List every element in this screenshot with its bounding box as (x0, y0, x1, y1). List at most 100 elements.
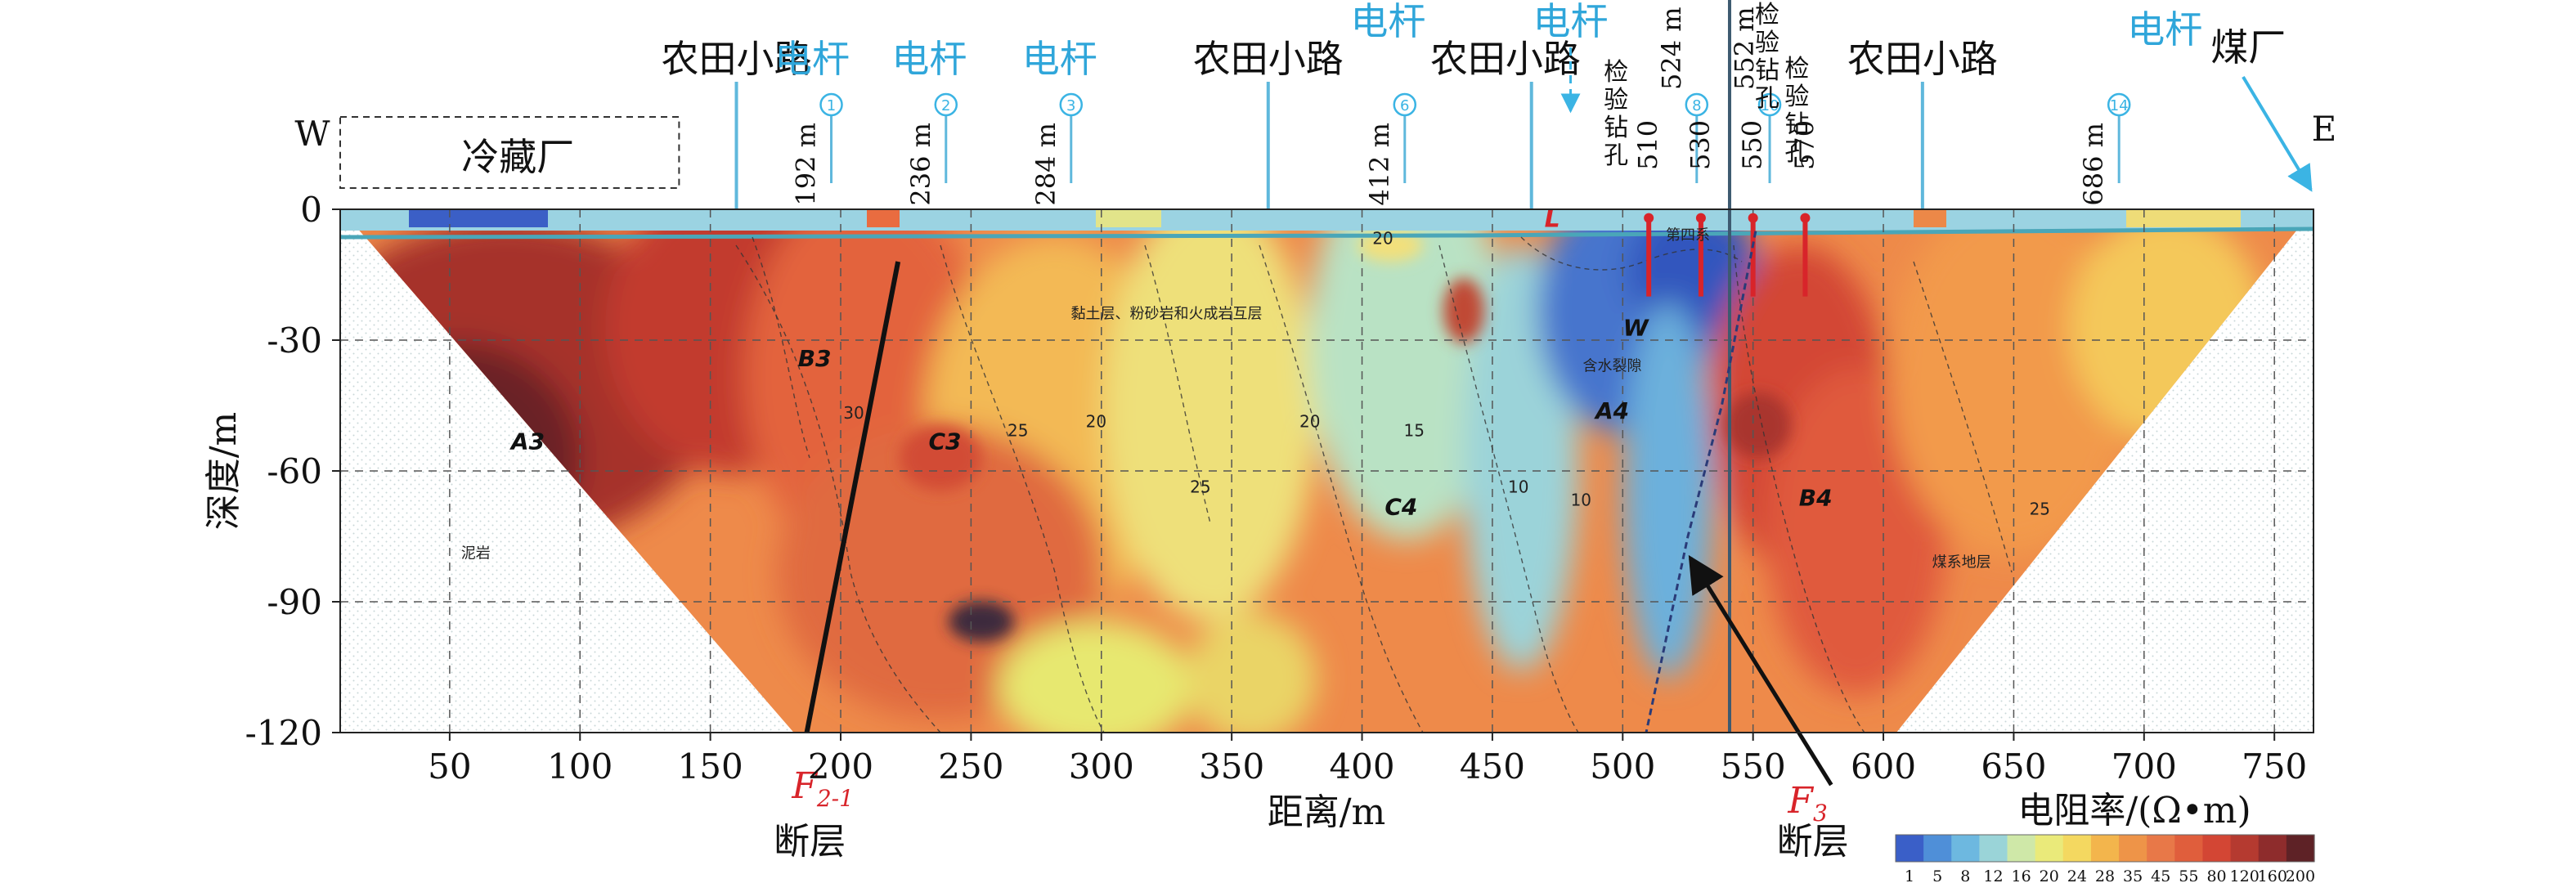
colorbar-tick-label: 16 (2012, 867, 2031, 885)
colorbar-swatches (1895, 834, 2315, 863)
colorbar-tick-label: 200 (2286, 867, 2315, 885)
borehole-caption: 检验钻孔 (1604, 58, 1628, 170)
contour-label: 10 (1571, 491, 1591, 510)
x-tick-label: 300 (1069, 746, 1134, 787)
y-tick-label: -120 (245, 713, 322, 753)
zone-label: B3 (798, 345, 832, 372)
pole-number: 1 (827, 97, 836, 114)
colorbar-swatch (2119, 835, 2147, 862)
contour-label: 15 (1404, 420, 1425, 440)
pole-distance: 284 m (1030, 123, 1061, 206)
colorbar-tick-label: 5 (1932, 867, 1942, 885)
colorbar-tick-label: 20 (2040, 867, 2059, 885)
pole-label: 电杆 (891, 37, 967, 81)
pole-distance: 236 m (905, 123, 936, 206)
colorbar-swatch (2035, 835, 2064, 862)
contour-label: 25 (2030, 499, 2050, 518)
y-axis-ticks: 0 -30 -60 -90 -120 (245, 190, 340, 753)
facility-label: 冷藏厂 (461, 135, 574, 179)
pole-number: 14 (2110, 97, 2129, 114)
strata-label: 含水裂隙 (1583, 357, 1642, 374)
contour-label: 25 (1008, 420, 1028, 440)
strata-label: 煤系地层 (1932, 554, 1991, 571)
coal-plant-arrow (2242, 75, 2313, 192)
contour-line (735, 244, 941, 733)
fault-name: F2-1 (791, 765, 854, 812)
fault-caption: 断层 (1777, 821, 1849, 863)
colorbar-tick-label: 35 (2123, 867, 2143, 885)
pole-distance: 412 m (1364, 123, 1395, 206)
pole-label: 电杆 (1022, 37, 1097, 81)
colorbar-tick-label: 1 (1905, 867, 1914, 885)
zone-label: L (1545, 204, 1560, 233)
surface-strip (340, 209, 2313, 231)
zone-labels: A3 B3 C3 C4 A4 W B4 L (509, 204, 1833, 520)
road-label: 煤厂 (2210, 25, 2286, 69)
pole-label: 电杆 (1533, 0, 1609, 43)
x-axis-label: 距离/m (1268, 791, 1386, 833)
contour-line (940, 244, 1105, 733)
pole-marker: 2 236 m (905, 92, 958, 206)
pole-label: 电杆 (1350, 0, 1425, 43)
contour-line (1259, 244, 1424, 733)
fault-line (1645, 231, 1757, 733)
x-tick-label: 500 (1590, 746, 1655, 787)
facility-box-outline (339, 116, 680, 189)
x-tick-label: 250 (938, 746, 1003, 787)
road-label: 农田小路 (662, 37, 812, 81)
fault-line (804, 261, 901, 733)
zone-label: A4 (1594, 397, 1629, 424)
zone-label: B4 (1799, 485, 1833, 512)
colorbar-tick-label: 28 (2095, 867, 2115, 885)
colorbar-swatch (1951, 835, 1980, 862)
pole-label: 电杆 (774, 37, 850, 81)
x-tick-label: 750 (2242, 746, 2307, 787)
x-tick-label: 400 (1329, 746, 1394, 787)
fault-caption: 断层 (774, 821, 846, 863)
east-label: E (2312, 109, 2337, 149)
pole-marker: 3 284 m (1030, 92, 1084, 206)
pole-marker: 8 524 m (1656, 7, 1709, 183)
contour-line (1520, 236, 1743, 271)
y-tick-label: -60 (267, 451, 322, 491)
y-tick-label: -30 (267, 320, 322, 361)
pole-label: 电杆 (2127, 7, 2202, 52)
road-label: 农田小路 (1847, 37, 1998, 81)
y-tick-label: -90 (267, 582, 322, 622)
x-tick-label: 550 (1721, 746, 1786, 787)
pole-distance: 524 m (1656, 7, 1687, 90)
contour-line (1144, 244, 1211, 524)
zone-label: C4 (1384, 493, 1417, 520)
pole-number: 8 (1692, 97, 1701, 114)
borehole-caption-upper: 检验钻孔 (1755, 1, 1779, 113)
borehole-distance: 550 (1737, 120, 1768, 170)
ground-line (340, 226, 2313, 240)
colorbar-tick-label: 24 (2067, 867, 2087, 885)
x-tick-label: 100 (547, 746, 613, 787)
colorbar-swatch (1979, 835, 2008, 862)
x-tick-label: 600 (1851, 746, 1916, 787)
borehole-distance: 510 (1632, 120, 1663, 170)
colorbar-swatch (1923, 835, 1952, 862)
colorbar-tick-label: 120 (2230, 867, 2260, 885)
colorbar-swatch (2286, 835, 2315, 862)
x-tick-label: 150 (678, 746, 743, 787)
pole-distance: 686 m (2078, 123, 2109, 206)
contour-line (1733, 244, 1865, 733)
pole-marker: 1 192 m (791, 92, 843, 206)
x-tick-label: 200 (808, 746, 873, 787)
pole-number: 3 (1066, 97, 1075, 114)
strata-label: 黏土层、粉砂岩和火成岩互层 (1070, 305, 1262, 322)
zone-label: A3 (509, 428, 545, 455)
y-tick-label: 0 (300, 190, 322, 230)
strata-label: 泥岩 (461, 545, 491, 563)
pole-distance: 192 m (791, 123, 822, 206)
